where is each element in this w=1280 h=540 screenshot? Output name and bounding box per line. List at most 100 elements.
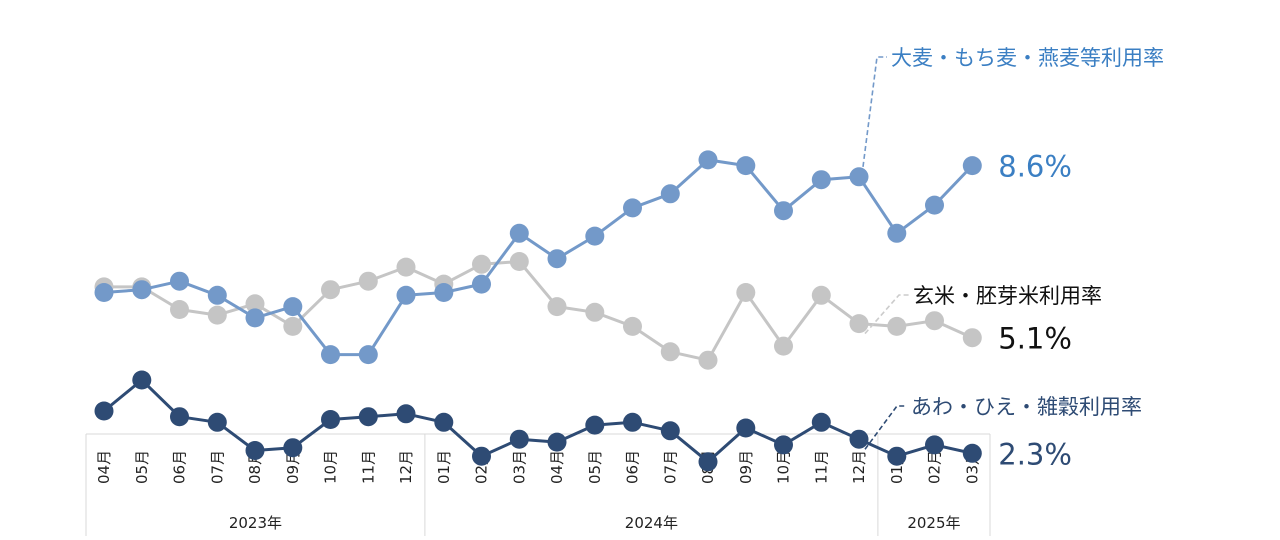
x-tick-label: 05月 [586,450,604,484]
series-end-value-label: 2.3% [998,437,1072,471]
year-group-label: 2025年 [907,514,960,532]
series-3 [94,370,982,472]
x-tick-label: 05月 [133,450,151,484]
x-tick-label: 03月 [510,450,528,484]
series-line [104,260,973,362]
series-2 [94,252,982,370]
x-tick-label: 11月 [812,450,830,484]
x-tick-label: 09月 [737,450,755,484]
data-point [245,294,265,314]
data-point [434,412,454,432]
data-point [94,401,114,421]
data-point [396,257,416,277]
data-point [547,249,567,269]
x-tick-label: 07月 [208,450,226,484]
data-point [849,429,869,449]
data-point [774,201,793,221]
series-line [103,378,973,464]
series-legend-label: 大麦・もち麦・燕麦等利用率 [891,46,1164,70]
series-line [103,158,974,357]
data-point [207,285,227,305]
data-point [509,252,529,271]
data-point [283,438,303,458]
data-point [283,316,303,336]
x-tick-label: 02月 [926,450,944,484]
data-point [170,300,189,319]
data-point [811,285,831,305]
data-point [698,350,718,370]
data-point [585,415,605,435]
legend-leader-line [862,56,887,167]
data-point [849,314,869,334]
series-end-value-label: 8.6% [998,150,1072,184]
data-point [170,271,189,291]
x-tick-label: 10月 [775,450,793,484]
x-tick-label: 12月 [397,450,415,484]
data-point [623,198,642,218]
data-point [887,316,907,336]
x-tick-label: 11月 [359,450,377,484]
data-point [962,443,982,463]
data-point [94,283,114,302]
data-point [245,441,265,460]
data-point [207,412,227,432]
x-tick-label: 04月 [548,450,566,484]
data-point [774,435,793,455]
data-point [736,283,756,302]
label-layer: 8.6% 5.1% 2.3% 大麦・もち麦・燕麦等利用率玄米・胚芽米利用率あわ・ひえ・… [862,46,1164,471]
data-point [925,311,944,331]
legend-leader-line [864,405,907,450]
data-point [585,302,605,322]
x-tick-label: 07月 [661,450,679,484]
x-tick-label: 04月 [95,450,113,484]
series-layer [94,150,982,472]
x-tick-label: 01月 [435,450,453,484]
data-point [396,404,416,424]
data-point [547,432,567,452]
data-point [887,446,907,466]
data-point [887,223,907,243]
data-point [321,410,340,429]
data-point [774,336,793,356]
x-tick-label: 06月 [171,450,189,484]
data-point [736,418,756,438]
series-legend-label: 玄米・胚芽米利用率 [913,284,1102,308]
data-point [283,297,303,317]
data-point [585,226,605,246]
data-point [698,452,718,472]
data-point [472,274,491,294]
series-end-value-label: 5.1% [998,322,1072,356]
data-point [623,412,642,432]
data-point [472,254,491,274]
data-point [434,283,454,302]
data-point [358,407,378,427]
data-point [509,429,529,449]
data-point [925,195,944,215]
x-tick-label: 06月 [624,450,642,484]
data-point [358,345,378,365]
data-point [472,446,491,466]
data-point [245,308,265,328]
data-point [962,328,982,348]
x-tick-label: 09月 [284,450,302,484]
x-tick-label: 10月 [322,450,340,484]
data-point [660,421,680,441]
data-point [811,412,831,432]
data-point [132,370,152,390]
data-point [396,285,416,305]
data-point [207,305,227,325]
data-point [698,150,718,170]
data-point [358,271,378,291]
data-point [170,407,189,427]
legend-leader-line [864,294,909,335]
year-group-label: 2024年 [625,514,678,532]
x-tick-label: 12月 [850,450,868,484]
data-point [811,170,831,190]
data-point [509,223,529,243]
series-legend-label: あわ・ひえ・雑穀利用率 [911,395,1142,419]
year-group-label: 2023年 [229,514,282,532]
x-axis: 04月 05月 06月 07月 08月 09月 10月 11月 12月 01月 02月 03月 04月 0… [85,433,991,536]
data-point [547,297,567,317]
